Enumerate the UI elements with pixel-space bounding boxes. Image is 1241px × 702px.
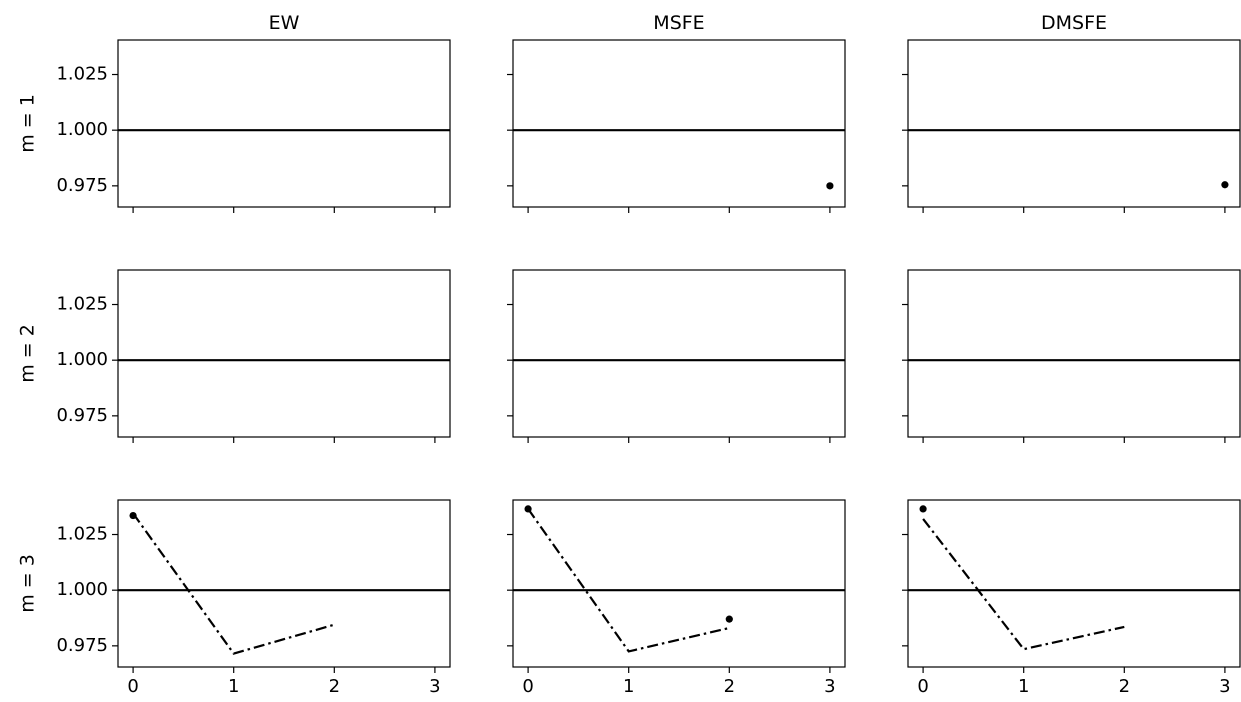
y-tick-label: 1.025 <box>56 294 108 315</box>
series-line <box>922 518 1125 651</box>
x-tick-label: 3 <box>824 676 835 697</box>
x-tick-label: 3 <box>1219 676 1230 697</box>
x-tick-label: 2 <box>329 676 340 697</box>
y-tick-label: 0.975 <box>56 635 108 656</box>
y-tick-label: 1.025 <box>56 524 108 545</box>
series-line <box>527 508 730 653</box>
row-label-m3: m = 3 <box>17 554 39 613</box>
axes-frame <box>907 499 1241 668</box>
x-tick-label: 0 <box>127 676 138 697</box>
x-tick-label: 2 <box>1119 676 1130 697</box>
axes-frame <box>117 39 451 208</box>
panel-r2-c2: 0 1 2 3 <box>902 499 1241 697</box>
y-tick-label: 1.000 <box>56 579 108 600</box>
column-title-dmsfe: DMSFE <box>1041 12 1107 34</box>
column-title-ew: EW <box>269 12 300 34</box>
axes-frame <box>512 499 846 668</box>
panel-r1-c2 <box>902 269 1241 443</box>
data-point-0 <box>524 505 532 513</box>
y-tick-label: 0.975 <box>56 405 108 426</box>
axes-frame <box>907 269 1241 438</box>
panel-r0-c1 <box>507 39 846 213</box>
y-tick-label: 1.000 <box>56 349 108 370</box>
row-label-m2: m = 2 <box>17 324 39 383</box>
axes-frame <box>117 269 451 438</box>
axes-frame <box>907 39 1241 208</box>
data-point-0 <box>919 505 927 513</box>
x-tick-label: 0 <box>522 676 533 697</box>
series-line <box>132 512 335 655</box>
panel-r2-c1: 0 1 2 3 <box>507 499 846 697</box>
panel-r1-c0: 0.975 1.000 1.025 <box>56 269 451 443</box>
axes-frame <box>117 499 451 668</box>
y-tick-label: 1.025 <box>56 64 108 85</box>
y-tick-label: 0.975 <box>56 175 108 196</box>
axes-frame <box>512 269 846 438</box>
row-label-m1: m = 1 <box>17 94 39 153</box>
data-point-1 <box>725 615 733 623</box>
panel-r1-c1 <box>507 269 846 443</box>
y-tick-label: 1.000 <box>56 119 108 140</box>
data-point-0 <box>1221 181 1229 189</box>
x-tick-label: 1 <box>228 676 239 697</box>
panel-r0-c0: 0.975 1.000 1.025 <box>56 39 451 213</box>
axes-frame <box>512 39 846 208</box>
x-tick-label: 3 <box>429 676 440 697</box>
column-title-msfe: MSFE <box>653 12 704 34</box>
x-tick-label: 2 <box>724 676 735 697</box>
panel-r0-c2 <box>902 39 1241 213</box>
panel-r2-c0: 0.975 1.000 1.025 0 1 2 3 <box>56 499 451 697</box>
x-tick-label: 1 <box>1018 676 1029 697</box>
data-point-0 <box>129 511 137 520</box>
x-tick-label: 1 <box>623 676 634 697</box>
data-point-0 <box>826 182 834 190</box>
x-tick-label: 0 <box>917 676 928 697</box>
